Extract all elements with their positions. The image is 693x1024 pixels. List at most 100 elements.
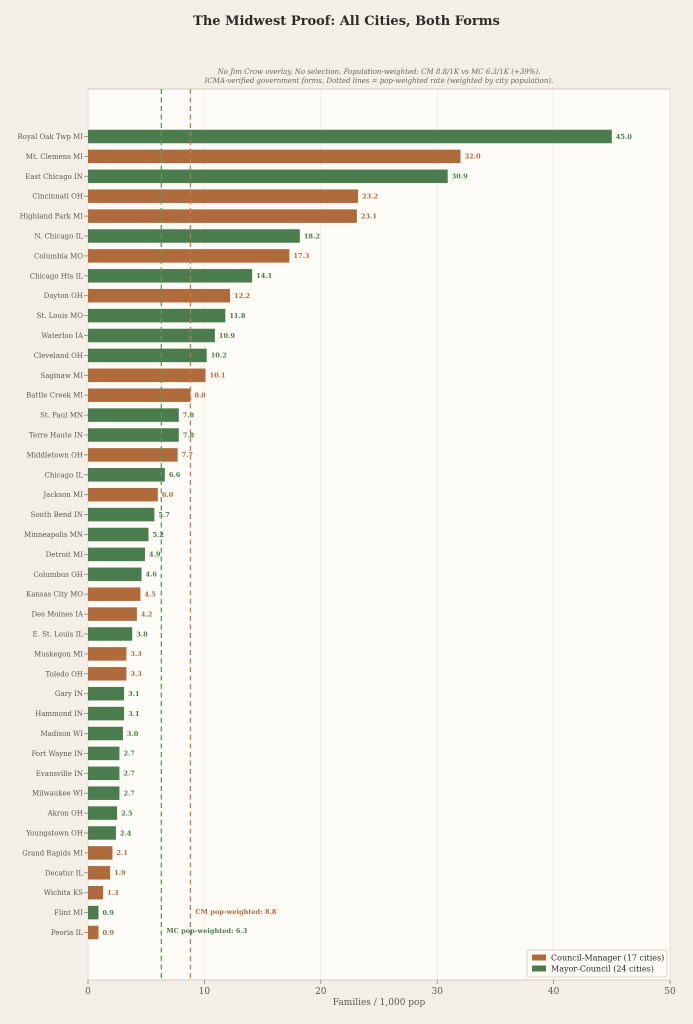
bar	[88, 288, 231, 303]
y-tick-label: Waterloo IA	[41, 332, 84, 340]
bar-value-label: 3.0	[127, 730, 139, 738]
bar-value-label: 2.4	[120, 829, 132, 837]
bar-value-label: 12.2	[234, 292, 250, 300]
bar	[88, 209, 357, 223]
bar	[88, 627, 133, 641]
y-tick-label: Mt. Clemens MI	[26, 153, 83, 161]
y-tick-label: South Bend IN	[31, 511, 83, 519]
bar-value-label: 0.9	[102, 929, 114, 937]
bar-value-label: 10.9	[219, 332, 235, 340]
y-tick-label: Peoria IL	[51, 929, 84, 937]
bar	[88, 368, 206, 383]
y-tick-label: Akron OH	[47, 810, 83, 818]
bar	[88, 129, 612, 144]
bar-value-label: 11.8	[229, 312, 245, 320]
y-tick-label: Columbia MO	[34, 252, 83, 260]
bar	[88, 527, 149, 542]
bar	[88, 189, 359, 203]
bar-value-label: 45.0	[616, 133, 632, 141]
bar	[88, 428, 179, 442]
y-tick-label: Flint MI	[54, 909, 83, 917]
x-axis-label: Families / 1,000 pop	[333, 998, 426, 1008]
y-tick-label: Chicago IL	[44, 471, 83, 479]
y-tick-label: Madison WI	[40, 730, 83, 738]
bar-value-label: 32.0	[464, 153, 480, 161]
bar-value-label: 0.9	[102, 909, 114, 917]
bar-value-label: 7.8	[183, 431, 195, 439]
bar-value-label: 5.7	[158, 511, 170, 519]
bar	[88, 487, 158, 502]
y-tick-label: Fort Wayne IN	[31, 750, 83, 758]
bar	[88, 925, 99, 940]
x-tick-label: 20	[315, 987, 327, 997]
bar	[88, 686, 125, 701]
bar	[88, 348, 207, 363]
bar	[88, 388, 191, 402]
bar	[88, 229, 300, 243]
x-tick-label: 0	[85, 987, 91, 997]
bar	[88, 408, 179, 422]
y-tick-label: Royal Oak Twp MI	[17, 133, 83, 141]
bar-value-label: 23.2	[362, 193, 378, 201]
bar-value-label: 10.2	[211, 352, 227, 360]
bar-value-label: 2.5	[121, 809, 133, 817]
bar-value-label: 3.8	[136, 630, 148, 638]
y-tick-label: Des Moines IA	[32, 611, 84, 619]
bar-value-label: 8.8	[194, 392, 206, 400]
bar-value-label: 3.1	[128, 710, 139, 718]
y-tick-label: Minneapolis MN	[24, 531, 83, 539]
bar	[88, 885, 104, 900]
y-tick-label: Chicago Hts IL	[30, 272, 84, 280]
bar-value-label: 7.8	[183, 411, 195, 419]
bar-value-label: 6.0	[162, 491, 174, 499]
bar	[88, 328, 215, 343]
y-tick-label: Detroit MI	[46, 551, 84, 559]
bar	[88, 269, 253, 283]
legend-label: Council-Manager (17 cities)	[551, 954, 664, 963]
y-tick-label: N. Chicago IL	[34, 233, 83, 241]
bar-value-label: 4.9	[149, 551, 161, 559]
y-tick-label: Toledo OH	[46, 670, 84, 678]
bar-value-label: 6.6	[169, 471, 181, 479]
mc-pop-weighted-label: MC pop-weighted: 6.3	[166, 927, 247, 935]
bar-value-label: 2.7	[123, 790, 135, 798]
bar	[88, 786, 120, 800]
bar-value-label: 3.1	[128, 690, 139, 698]
bar	[88, 647, 127, 661]
bar-value-label: 3.3	[130, 650, 142, 658]
bar	[88, 567, 142, 582]
y-tick-label: St. Louis MO	[37, 312, 84, 320]
bar-value-label: 2.1	[116, 849, 127, 857]
y-tick-label: Cincinnati OH	[32, 193, 83, 201]
bar	[88, 706, 125, 721]
bar	[88, 149, 461, 164]
subtitle-line-2: ICMA-verified government forms. Dotted l…	[204, 76, 554, 85]
bar-value-label: 2.7	[123, 770, 135, 778]
x-tick-label: 40	[548, 987, 560, 997]
x-tick-label: 10	[199, 987, 211, 997]
y-tick-label: Decatur IL	[45, 869, 84, 877]
y-tick-label: Gary IN	[55, 690, 83, 698]
bar-value-label: 18.2	[304, 232, 320, 240]
bar	[88, 507, 155, 522]
y-tick-label: Jackson MI	[42, 491, 83, 499]
y-tick-label: Hammond IN	[35, 710, 83, 718]
bar-value-label: 14.1	[256, 272, 272, 280]
bar-value-label: 23.1	[361, 212, 377, 220]
bar-value-label: 5.2	[153, 531, 164, 539]
x-tick-label: 50	[664, 987, 676, 997]
bar	[88, 308, 226, 323]
y-tick-label: Cleveland OH	[34, 352, 83, 360]
subtitle-line-1: No Jim Crow overlay. No selection. Popul…	[217, 68, 541, 76]
cm-pop-weighted-label: CM pop-weighted: 8.8	[195, 908, 276, 916]
legend-box	[526, 949, 668, 978]
bar	[88, 806, 118, 820]
y-tick-label: Muskegon MI	[34, 650, 83, 658]
bar	[88, 667, 127, 681]
bar-value-label: 4.5	[144, 591, 156, 599]
chart-subtitle: No Jim Crow overlay. No selection. Popul…	[88, 68, 670, 85]
bar	[88, 587, 141, 601]
bar-value-label: 2.7	[123, 750, 135, 758]
y-tick-label: Grand Rapids MI	[22, 849, 83, 857]
